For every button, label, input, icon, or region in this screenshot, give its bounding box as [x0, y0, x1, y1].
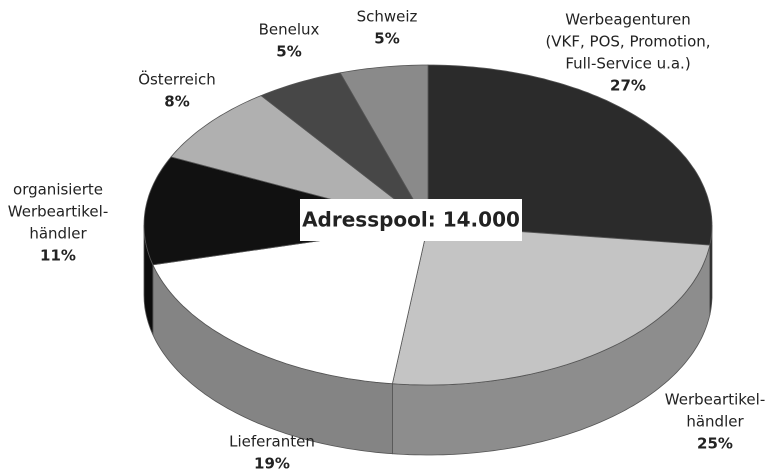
- pie-slice: [339, 64, 429, 227]
- slice-label: händler: [686, 413, 744, 431]
- value-label: 19%: [254, 455, 290, 473]
- pie-slice: [170, 95, 429, 226]
- slice-label: Benelux: [259, 21, 320, 39]
- pie-slice: [260, 72, 429, 226]
- pie-slice: [391, 224, 711, 386]
- slice-label: organisierte: [13, 181, 103, 199]
- annotation-box: [300, 199, 522, 241]
- slice-label: Werbeagenturen: [565, 11, 691, 29]
- slice-label: Österreich: [138, 70, 216, 89]
- value-label: 5%: [276, 43, 301, 61]
- pie: [143, 64, 713, 456]
- pie-slice: [143, 156, 429, 266]
- annotation: Adresspool: 14.000: [302, 208, 520, 232]
- pie-slice: [152, 224, 429, 385]
- slice-label: Schweiz: [357, 8, 418, 26]
- slice-label: händler: [29, 225, 87, 243]
- value-label: 25%: [697, 435, 733, 453]
- slice-label: Werbeartikel-: [665, 391, 765, 409]
- value-label: 5%: [374, 30, 399, 48]
- slice-label: Lieferanten: [229, 433, 315, 451]
- value-label: 8%: [164, 93, 189, 111]
- value-label: 27%: [610, 77, 646, 95]
- value-label: 11%: [40, 247, 76, 265]
- slice-label: (VKF, POS, Promotion,: [545, 33, 710, 51]
- slice-label: Werbeartikel-: [8, 203, 108, 221]
- slice-label: Full-Service u.a.): [565, 55, 690, 73]
